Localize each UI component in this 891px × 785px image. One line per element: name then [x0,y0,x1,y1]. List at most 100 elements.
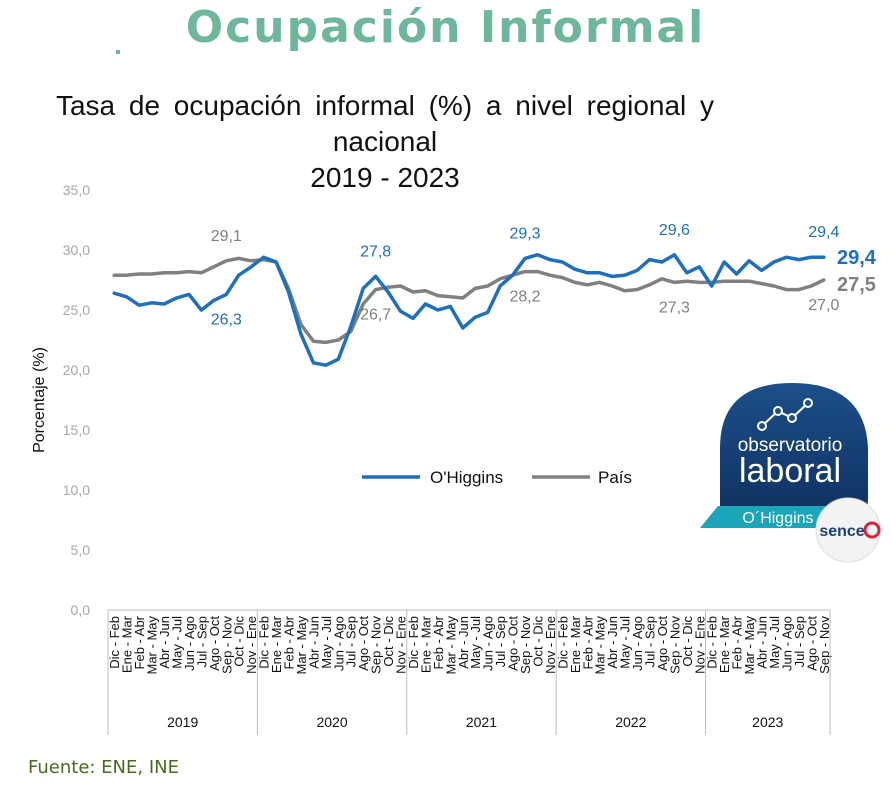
trend-icon [761,402,809,427]
y-tick-label: 15,0 [63,422,90,438]
year-label: 2020 [316,714,347,730]
data-label: 29,3 [509,225,540,242]
x-tick-label: May - Jul [618,616,633,669]
logo-brand: sence [819,523,864,540]
y-tick-label: 35,0 [63,182,90,198]
x-tick-label: Jul - Sep [493,616,508,667]
x-tick-label: Nov - Ene [543,616,558,674]
data-labels: 26,3 27,8 29,3 29,6 29,4 29,1 26,7 28,2 27,3 27,0… [211,222,877,329]
x-tick-label: Jul - Sep [792,616,807,667]
legend-label: País [598,468,632,487]
x-tick-label: Ene - Mar [717,615,732,673]
x-tick-label: Nov - Ene [692,616,707,674]
y-tick-label: 5,0 [71,542,91,558]
data-label: 26,7 [360,307,391,324]
data-label: 28,2 [509,289,540,306]
x-tick-label: Sep - Nov [219,616,234,674]
x-tick-label: Mar - May [294,616,309,675]
observatorio-laboral-logo: observatorio laboral O´Higgins sence [700,383,881,563]
x-tick-label: Jun - Ago [481,616,496,671]
chart-title-block: Tasa de ocupación informal (%) a nivel r… [0,88,770,196]
x-tick-label: May - Jul [169,616,184,669]
year-label: 2021 [466,714,497,730]
x-tick-label: Abr - Jun [605,616,620,669]
x-tick-label: Feb - Abr [282,615,297,669]
x-tick-label: Mar - May [742,616,757,675]
x-tick-label: Oct - Dic [530,616,545,667]
y-tick-label: 10,0 [63,482,90,498]
y-tick-label: 25,0 [63,302,90,318]
header-dot [116,50,120,54]
data-label: 27,3 [659,299,690,316]
x-tick-label: Dic - Feb [406,616,421,669]
chart-subtitle: 2019 - 2023 [310,162,460,193]
logo-badge [720,383,868,528]
y-tick-label: 0,0 [71,602,91,618]
x-tick-label: Oct - Dic [680,616,695,667]
x-tick-label: Jun - Ago [182,616,197,671]
x-tick-label: Mar - May [593,616,608,675]
x-tick-label: Ago - Oct [506,616,521,671]
x-tick-label: Feb - Abr [730,615,745,669]
end-label: 29,4 [837,247,877,269]
data-label: 29,6 [659,222,690,239]
data-label: 27,0 [808,297,839,314]
x-tick-label: Ago - Oct [356,616,371,671]
x-tick-label: Nov - Ene [394,616,409,674]
x-tick-label: Jul - Sep [194,616,209,667]
x-tick-label: Ene - Mar [269,615,284,673]
x-tick-label: Ene - Mar [120,615,135,673]
x-tick-label: Feb - Abr [580,615,595,669]
x-tick-label: Oct - Dic [232,616,247,667]
x-tick-label: Sep - Nov [369,616,384,674]
x-tick-label: Jul - Sep [643,616,658,667]
x-tick-label: Jun - Ago [779,616,794,671]
x-tick-label: Oct - Dic [381,616,396,667]
x-tick-label: Mar - May [443,616,458,675]
x-tick-label: Jun - Ago [331,616,346,671]
source-note: Fuente: ENE, INE [28,757,179,778]
data-label: 29,1 [211,228,242,245]
x-tick-label: Abr - Jun [306,616,321,669]
header-title: Ocupación Informal [185,2,706,53]
year-label: 2019 [167,714,198,730]
x-tick-label: May - Jul [319,616,334,669]
y-tick-label: 20,0 [63,362,90,378]
x-tick-label: Jul - Sep [344,616,359,667]
x-tick-label: Ago - Oct [804,616,819,671]
x-tick-label: Sep - Nov [817,616,832,674]
x-tick-label: May - Jul [468,616,483,669]
series-line-ohiggins [112,253,826,367]
x-tick-label: Sep - Nov [518,616,533,674]
x-tick-label: Ago - Oct [207,616,222,671]
data-label: 29,4 [808,224,839,241]
year-label: 2022 [615,714,646,730]
data-label: 26,3 [211,311,242,328]
y-axis-label: Porcentaje (%) [31,347,48,453]
legend: O'Higgins País [362,468,632,487]
x-tick-label: Dic - Feb [107,616,122,669]
x-tick-label: May - Jul [767,616,782,669]
x-tick-label: Dic - Feb [257,616,272,669]
series-lines [112,253,826,367]
logo-ribbon [700,506,830,528]
x-tick-label: Ene - Mar [568,615,583,673]
chart-title: Tasa de ocupación informal (%) a nivel r… [55,90,715,157]
y-axis-ticks: 0,0 5,0 10,0 15,0 20,0 25,0 30,0 35,0 [63,182,90,618]
series-line-pais [112,256,826,345]
x-tick-label: Feb - Abr [132,615,147,669]
x-tick-label: Ene - Mar [418,615,433,673]
x-tick-label: Sep - Nov [667,616,682,674]
year-label: 2023 [752,714,783,730]
x-tick-label: Abr - Jun [456,616,471,669]
x-tick-label: Jun - Ago [630,616,645,671]
x-tick-label: Dic - Feb [555,616,570,669]
legend-label: O'Higgins [430,468,503,487]
logo-line1: observatorio [738,435,843,456]
x-tick-label: Dic - Feb [705,616,720,669]
data-label: 27,8 [360,243,391,260]
x-tick-label: Feb - Abr [431,615,446,669]
x-tick-label: Abr - Jun [157,616,172,669]
